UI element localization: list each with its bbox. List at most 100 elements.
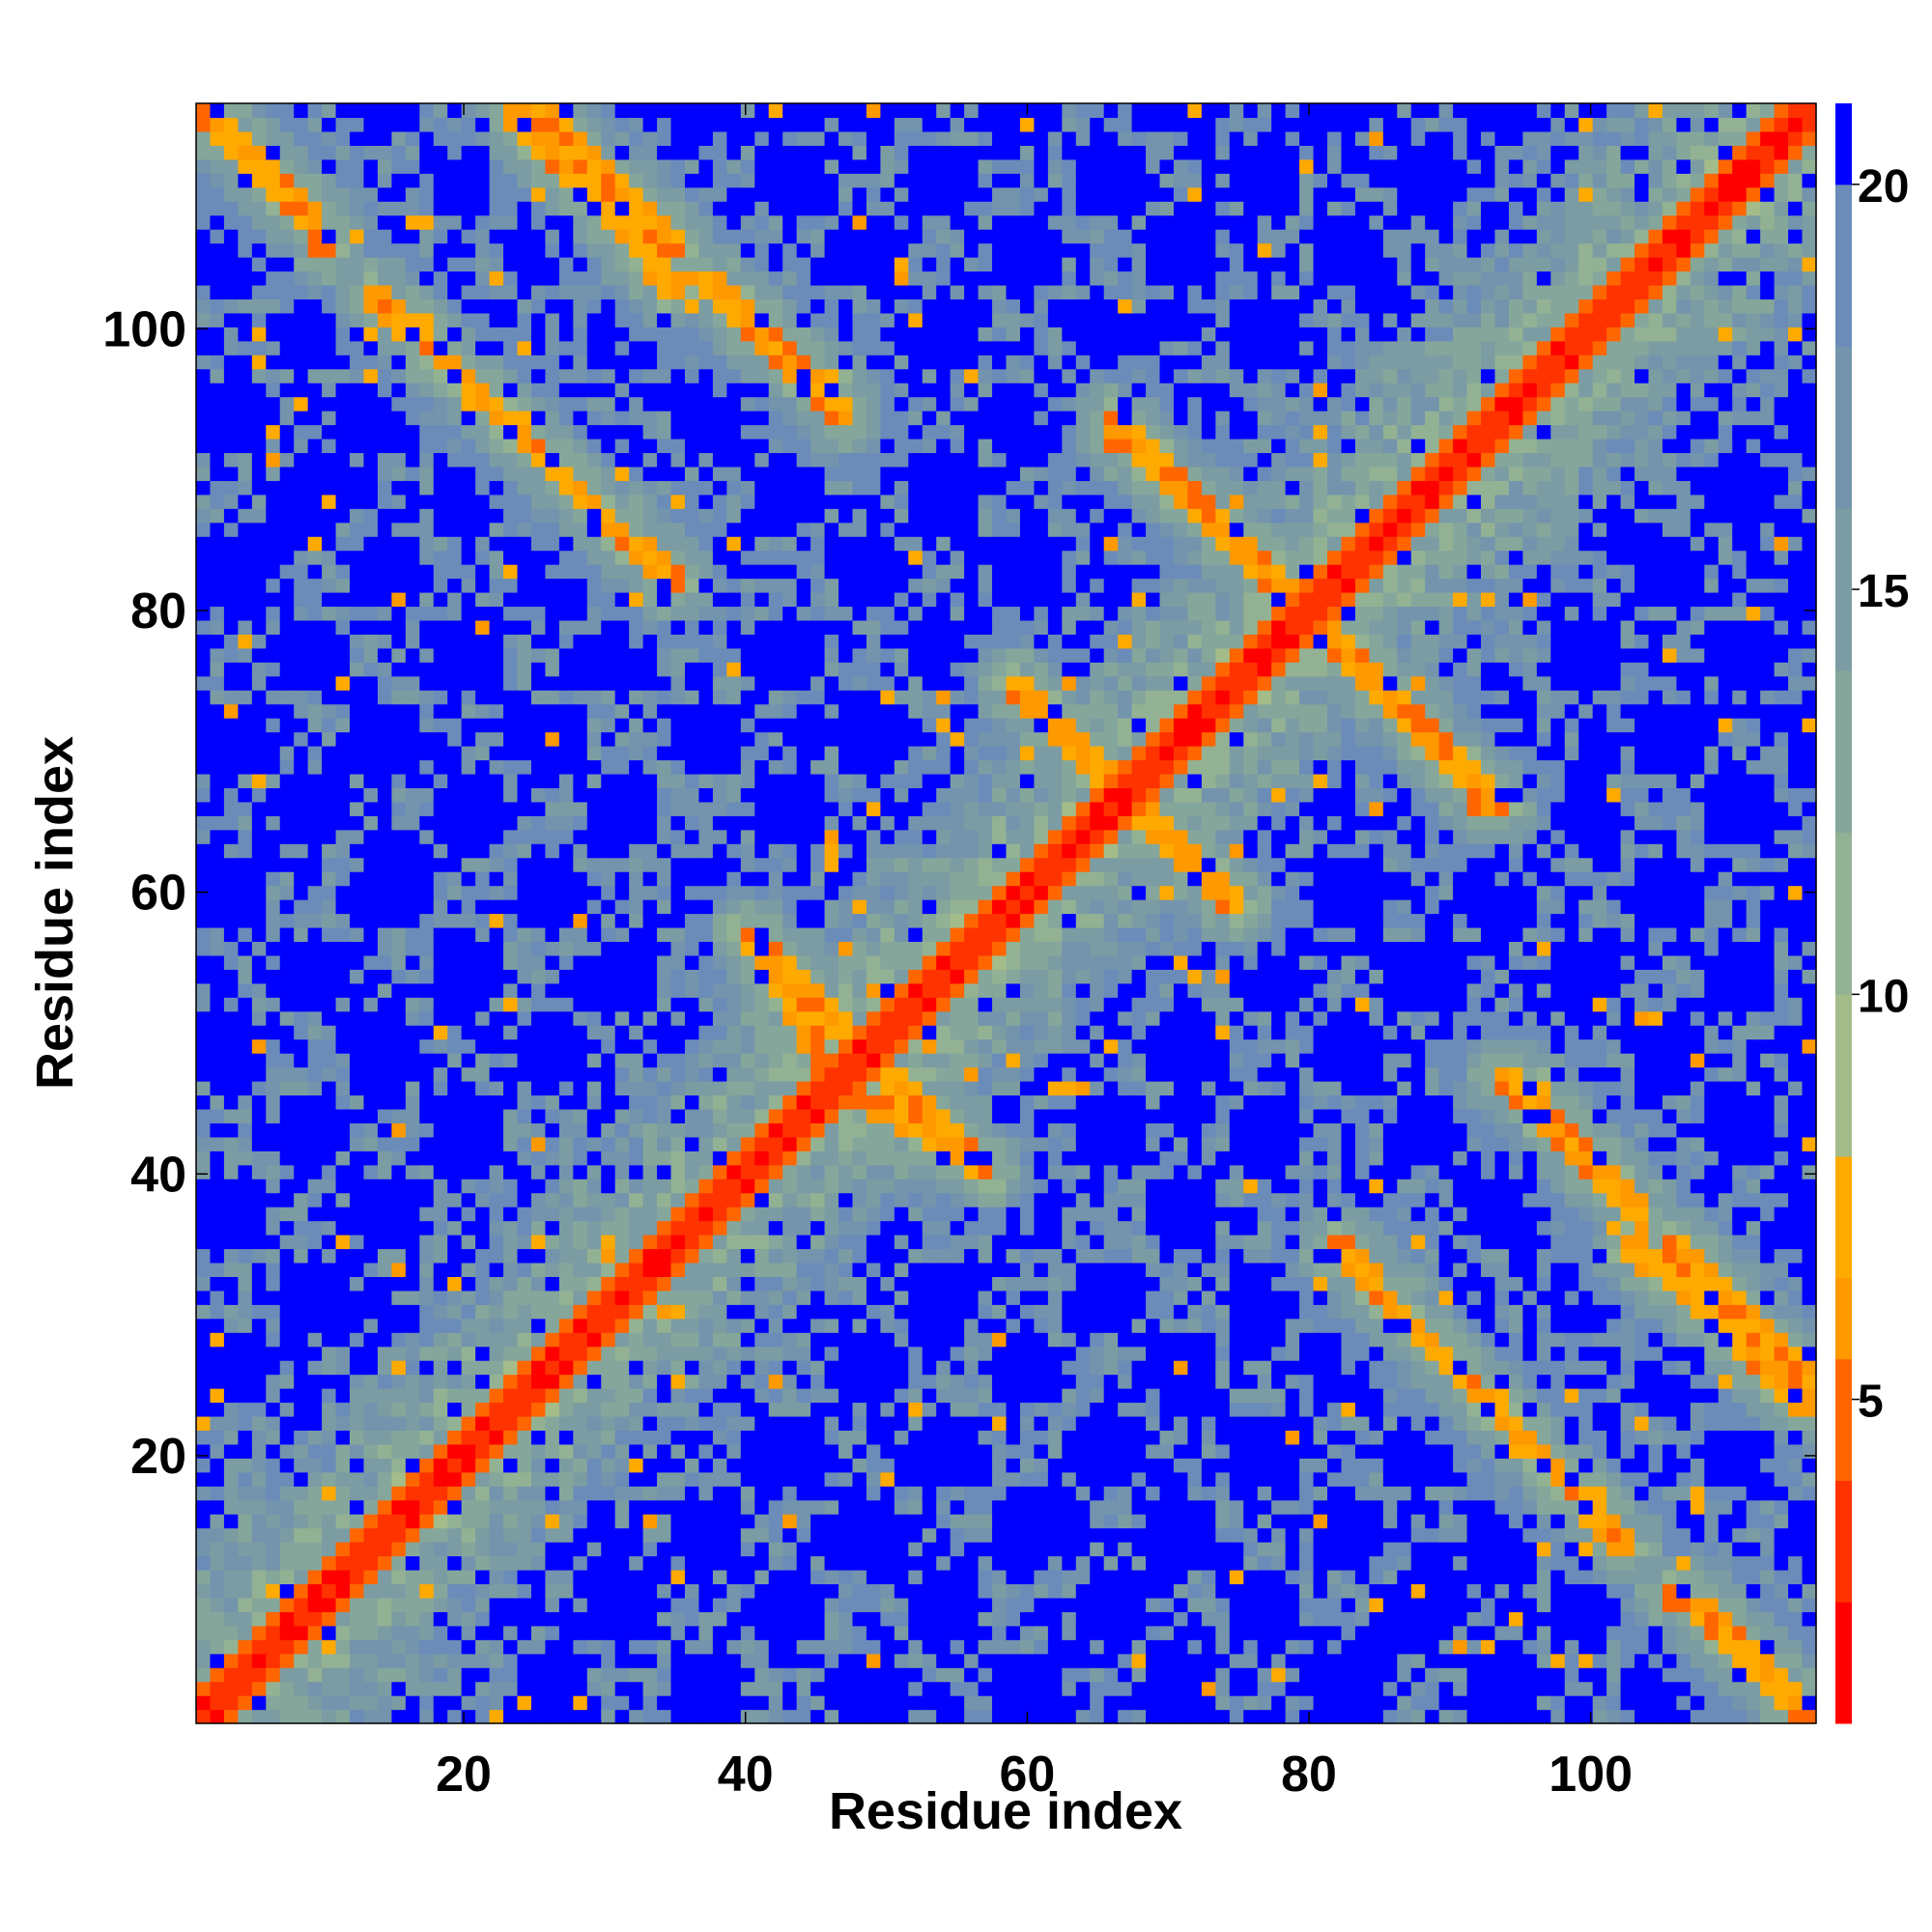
heatmap-cell (266, 1667, 281, 1683)
heatmap-cell (377, 787, 392, 803)
heatmap-cell (279, 411, 295, 426)
heatmap-cell (350, 1080, 365, 1096)
heatmap-cell (670, 619, 686, 635)
heatmap-cell (307, 731, 323, 747)
heatmap-cell (754, 1080, 770, 1096)
heatmap-cell (322, 1667, 337, 1683)
heatmap-cell (530, 1262, 547, 1277)
heatmap-cell (684, 913, 700, 928)
heatmap-cell (614, 1527, 630, 1543)
heatmap-cell (517, 145, 532, 160)
heatmap-cell (740, 145, 755, 160)
heatmap-cell (768, 536, 783, 552)
heatmap-cell (335, 1542, 351, 1557)
heatmap-cell (614, 1471, 630, 1487)
heatmap-cell (573, 787, 588, 803)
heatmap-cell (419, 1374, 435, 1389)
heatmap-cell (586, 130, 602, 146)
heatmap-cell (475, 284, 491, 299)
heatmap-cell (796, 1583, 811, 1599)
heatmap-cell (461, 1430, 476, 1445)
heatmap-cell (223, 1486, 239, 1501)
heatmap-cell (601, 1402, 616, 1417)
heatmap-cell (307, 1276, 323, 1292)
heatmap-cell (601, 214, 616, 230)
heatmap-cell (698, 1443, 714, 1459)
heatmap-cell (740, 173, 755, 188)
heatmap-cell (768, 1709, 783, 1724)
heatmap-cell (251, 1318, 267, 1333)
heatmap-cell (670, 787, 686, 803)
heatmap-cell (294, 578, 309, 593)
heatmap-cell (391, 117, 407, 132)
heatmap-cell (517, 1569, 532, 1585)
heatmap-cell (461, 675, 476, 691)
heatmap-cell (433, 662, 448, 677)
heatmap-cell (642, 396, 658, 412)
heatmap-cell (657, 1569, 672, 1585)
heatmap-cell (517, 731, 532, 747)
heatmap-cell (307, 1192, 323, 1208)
heatmap-cell (419, 954, 435, 970)
heatmap-cell (377, 130, 392, 146)
heatmap-cell (726, 647, 742, 663)
heatmap-cell (684, 270, 700, 286)
heatmap-cell (322, 773, 337, 788)
heatmap-cell (754, 1053, 770, 1068)
heatmap-cell (377, 1108, 392, 1123)
heatmap-cell (419, 173, 435, 188)
heatmap-cell (223, 1374, 239, 1389)
heatmap-cell (558, 214, 574, 230)
heatmap-cell (670, 257, 686, 272)
heatmap-cell (307, 229, 323, 244)
heatmap-cell (322, 438, 337, 454)
heatmap-cell (684, 494, 700, 509)
heatmap-cell (782, 340, 798, 355)
heatmap-cell (433, 1360, 448, 1376)
heatmap-cell (475, 494, 491, 509)
heatmap-cell (614, 982, 630, 998)
heatmap-cell (433, 787, 448, 803)
heatmap-cell (586, 1038, 602, 1054)
heatmap-cell (279, 242, 295, 258)
heatmap-cell (196, 1360, 212, 1376)
heatmap-cell (698, 703, 714, 719)
heatmap-cell (475, 899, 491, 915)
heatmap-cell (196, 1653, 212, 1668)
heatmap-cell (405, 1597, 420, 1612)
heatmap-cell (517, 1653, 532, 1668)
heatmap-cell (350, 1220, 365, 1236)
heatmap-cell (558, 1235, 574, 1250)
heatmap-cell (698, 1346, 714, 1361)
heatmap-cell (740, 1094, 755, 1110)
heatmap-cell (503, 619, 519, 635)
heatmap-cell (530, 355, 547, 370)
heatmap-cell (586, 647, 602, 663)
heatmap-cell (489, 145, 504, 160)
heatmap-cell (754, 173, 770, 188)
heatmap-cell (238, 1207, 253, 1222)
heatmap-cell (322, 591, 337, 608)
heatmap-cell (670, 718, 686, 733)
heatmap-cell (629, 508, 644, 524)
heatmap-cell (294, 773, 309, 788)
heatmap-cell (796, 1611, 811, 1627)
heatmap-cell (405, 954, 420, 970)
heatmap-cell (517, 1360, 532, 1376)
heatmap-cell (586, 1164, 602, 1179)
heatmap-cell (433, 1094, 448, 1110)
heatmap-cell (447, 1430, 463, 1445)
heatmap-cell (405, 1402, 420, 1417)
heatmap-cell (642, 787, 658, 803)
heatmap-cell (573, 1374, 588, 1389)
heatmap-cell (740, 1639, 755, 1655)
heatmap-cell (433, 1388, 448, 1404)
heatmap-cell (530, 1695, 547, 1711)
heatmap-cell (433, 383, 448, 398)
heatmap-cell (489, 257, 504, 272)
heatmap-cell (377, 411, 392, 426)
heatmap-cell (210, 703, 225, 719)
heatmap-cell (391, 242, 407, 258)
heatmap-cell (726, 284, 742, 299)
heatmap-cell (335, 257, 351, 272)
